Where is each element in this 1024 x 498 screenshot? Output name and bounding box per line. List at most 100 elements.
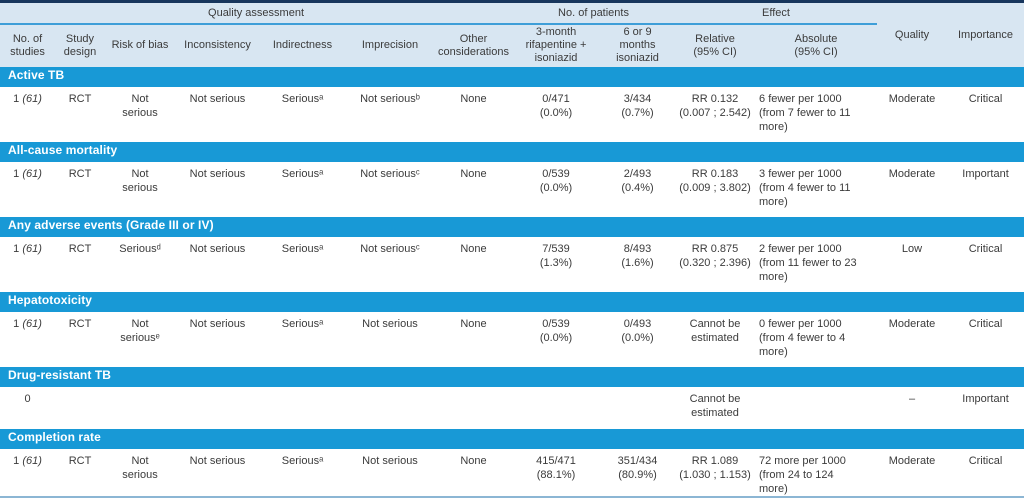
studies-reference: (61) bbox=[22, 317, 42, 330]
cell-quality: Low bbox=[901, 242, 923, 255]
cell-indirectness: Seriousᵃ bbox=[281, 454, 324, 467]
cell-risk-of-bias: Not serious bbox=[122, 454, 158, 481]
cell-patients-rifapentine-isoniazid: 7/539 (1.3%) bbox=[539, 242, 573, 269]
cell-relative-ci: RR 0.875 (0.320 ; 2.396) bbox=[679, 242, 751, 269]
column-header-rifapentine-isoniazid: 3-month rifapentine + isoniazid bbox=[512, 23, 601, 67]
cell-imprecision: Not serious bbox=[362, 317, 418, 330]
section-title: All-cause mortality bbox=[0, 141, 1024, 162]
cell-risk-of-bias: Not serious bbox=[122, 92, 158, 119]
column-header-isoniazid: 6 or 9 months isoniazid bbox=[600, 23, 676, 67]
cell-other-considerations: None bbox=[460, 92, 487, 105]
cell-relative-ci: RR 1.089 (1.030 ; 1.153) bbox=[679, 454, 751, 481]
cell-inconsistency: Not serious bbox=[189, 242, 246, 255]
cell-absolute-ci bbox=[755, 387, 877, 429]
table-row: 0 Cannot be estimated – Important bbox=[0, 387, 1024, 429]
cell-absolute-ci: 0 fewer per 1000 (from 4 fewer to 4 more… bbox=[759, 317, 846, 359]
cell-patients-isoniazid: 2/493 (0.4%) bbox=[621, 167, 654, 194]
column-header-inconsistency: Inconsistency bbox=[175, 23, 260, 67]
cell-importance: Important bbox=[962, 167, 1009, 180]
section-band-row: Completion rate bbox=[0, 428, 1024, 449]
cell-risk-of-bias: Not seriousᵉ bbox=[120, 317, 160, 344]
cell-quality: Moderate bbox=[888, 317, 936, 330]
section-band-row: Any adverse events (Grade III or IV) bbox=[0, 216, 1024, 237]
cell-absolute-ci: 3 fewer per 1000 (from 4 fewer to 11 mor… bbox=[759, 167, 851, 209]
cell-other-considerations: None bbox=[460, 317, 487, 330]
cell-risk-of-bias: Seriousᵈ bbox=[119, 242, 161, 255]
cell-indirectness: Seriousᵃ bbox=[281, 167, 324, 180]
column-header-indirectness: Indirectness bbox=[260, 23, 345, 67]
table-header: Quality assessment No. of patients Effec… bbox=[0, 1, 1024, 67]
cell-no-of-studies: 1 (61) bbox=[0, 312, 55, 367]
section-title: Active TB bbox=[0, 66, 1024, 87]
cell-importance: Critical bbox=[968, 92, 1003, 105]
group-header-no-of-patients: No. of patients bbox=[512, 1, 676, 25]
cell-no-of-studies: 1 (61) bbox=[0, 87, 55, 142]
cell-study-design: RCT bbox=[68, 317, 92, 330]
studies-count: 1 bbox=[13, 242, 23, 255]
cell-imprecision: Not seriousᶜ bbox=[360, 167, 420, 180]
cell-study-design: RCT bbox=[68, 454, 92, 467]
column-header-no-of-studies: No. of studies bbox=[0, 23, 55, 67]
studies-count: 1 bbox=[13, 167, 23, 180]
table-row: 1 (61) RCT Not seriousᵉ Not serious Seriousᵃ… bbox=[0, 312, 1024, 367]
column-header-relative-ci: Relative (95% CI) bbox=[675, 23, 756, 67]
section-band-row: Active TB bbox=[0, 66, 1024, 87]
cell-patients-isoniazid: 8/493 (1.6%) bbox=[621, 242, 654, 269]
cell-inconsistency: Not serious bbox=[189, 454, 246, 467]
studies-count: 1 bbox=[13, 454, 23, 467]
cell-inconsistency: Not serious bbox=[189, 317, 246, 330]
studies-reference: (61) bbox=[22, 242, 42, 255]
cell-inconsistency bbox=[175, 387, 260, 429]
cell-study-design bbox=[55, 387, 105, 429]
cell-importance: Critical bbox=[968, 317, 1003, 330]
section-title: Drug-resistant TB bbox=[0, 366, 1024, 387]
cell-relative-ci: Cannot be estimated bbox=[689, 392, 741, 419]
table-row: 1 (61) RCT Not serious Not serious Seriousᵃ N… bbox=[0, 87, 1024, 142]
cell-patients-rifapentine-isoniazid: 415/471 (88.1%) bbox=[536, 454, 576, 481]
cell-risk-of-bias: Not serious bbox=[122, 167, 158, 194]
group-header-effect: Effect bbox=[675, 1, 878, 25]
group-header-row: Quality assessment No. of patients Effec… bbox=[0, 1, 1024, 67]
section-band-row: Drug-resistant TB bbox=[0, 366, 1024, 387]
column-header-risk-of-bias: Risk of bias bbox=[105, 23, 175, 67]
cell-other-considerations: None bbox=[460, 242, 487, 255]
cell-patients-rifapentine-isoniazid: 0/539 (0.0%) bbox=[539, 167, 573, 194]
cell-imprecision: Not seriousᶜ bbox=[360, 242, 420, 255]
studies-count: 1 bbox=[13, 92, 23, 105]
column-header-absolute-ci: Absolute (95% CI) bbox=[755, 23, 878, 67]
cell-quality: Moderate bbox=[888, 167, 936, 180]
column-header-imprecision: Imprecision bbox=[345, 23, 435, 67]
cell-study-design: RCT bbox=[68, 167, 92, 180]
cell-study-design: RCT bbox=[68, 92, 92, 105]
studies-reference: (61) bbox=[22, 454, 42, 467]
studies-reference: (61) bbox=[22, 92, 42, 105]
column-header-other-considerations: Other considerations bbox=[435, 23, 513, 67]
studies-reference: (61) bbox=[22, 167, 42, 180]
table-row: 1 (61) RCT Not serious Not serious Seriousᵃ N… bbox=[0, 162, 1024, 217]
column-header-row: No. of studies Study design Risk of bias… bbox=[0, 23, 1024, 67]
cell-other-considerations: None bbox=[460, 454, 487, 467]
cell-importance: Critical bbox=[968, 242, 1003, 255]
cell-patients-rifapentine-isoniazid: 0/539 (0.0%) bbox=[539, 317, 573, 344]
cell-other-considerations bbox=[435, 387, 512, 429]
cell-inconsistency: Not serious bbox=[189, 167, 246, 180]
section-band-row: Hepatotoxicity bbox=[0, 291, 1024, 312]
cell-patients-rifapentine-isoniazid bbox=[512, 387, 600, 429]
table-body: Active TB 1 (61) RCT Not serious Not serious… bbox=[0, 66, 1024, 498]
cell-absolute-ci: 2 fewer per 1000 (from 11 fewer to 23 mo… bbox=[759, 242, 857, 284]
cell-relative-ci: RR 0.183 (0.009 ; 3.802) bbox=[679, 167, 751, 194]
cell-absolute-ci: 72 more per 1000 (from 24 to 124 more) bbox=[759, 454, 846, 496]
cell-imprecision: Not seriousᵇ bbox=[360, 92, 420, 105]
table-row: 1 (61) RCT Not serious Not serious Seriousᵃ N… bbox=[0, 449, 1024, 498]
cell-importance: Critical bbox=[968, 454, 1003, 467]
column-header-quality: Quality bbox=[877, 1, 948, 67]
cell-patients-isoniazid: 3/434 (0.7%) bbox=[621, 92, 654, 119]
cell-inconsistency: Not serious bbox=[189, 92, 246, 105]
cell-quality: – bbox=[908, 392, 916, 405]
cell-imprecision: Not serious bbox=[362, 454, 418, 467]
cell-quality: Moderate bbox=[888, 92, 936, 105]
cell-patients-rifapentine-isoniazid: 0/471 (0.0%) bbox=[539, 92, 573, 119]
cell-relative-ci: RR 0.132 (0.007 ; 2.542) bbox=[679, 92, 751, 119]
cell-absolute-ci: 6 fewer per 1000 (from 7 fewer to 11 mor… bbox=[759, 92, 851, 134]
